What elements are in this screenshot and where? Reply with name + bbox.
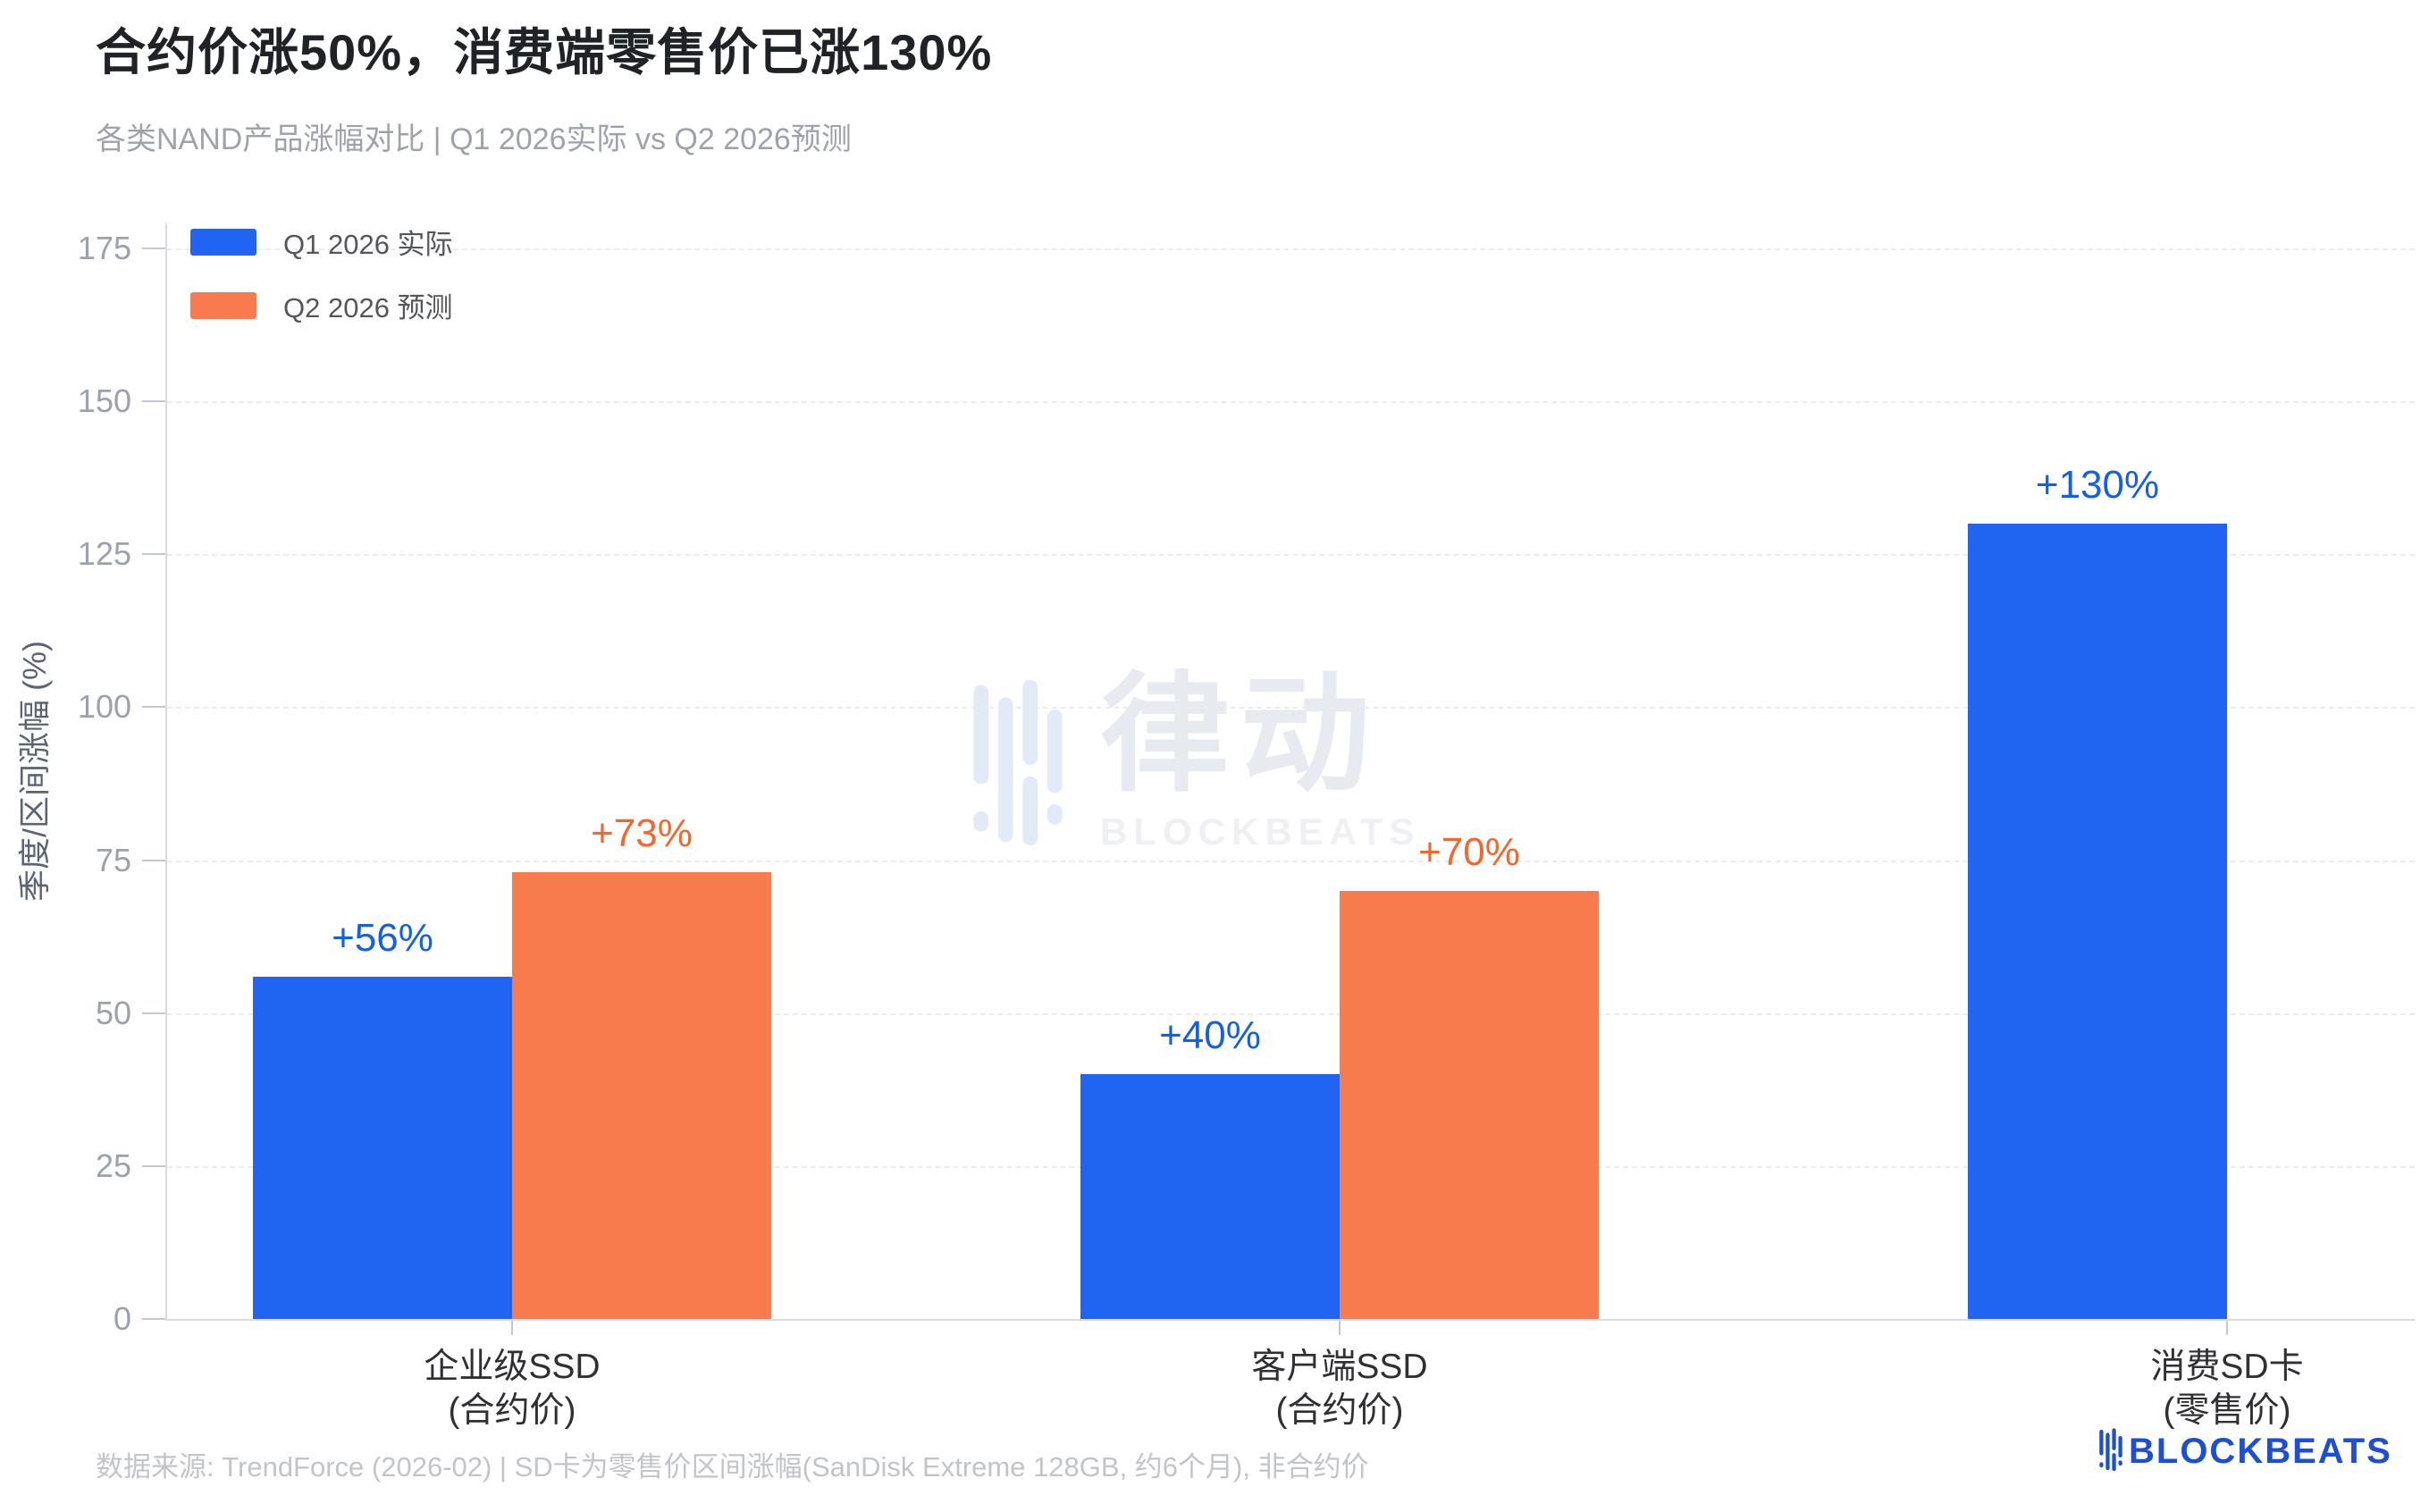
y-tick-0 <box>142 1318 165 1320</box>
legend-swatch-q1 <box>190 228 256 256</box>
y-tick-label-175: 175 <box>77 230 131 266</box>
plot-area: 0 25 50 75 100 125 150 175 企业级SSD (合约价) 客户端SSD (合约价… <box>78 223 2415 1430</box>
y-tick-75 <box>142 859 165 861</box>
category-label-line1: 消费SD卡 <box>2150 1348 2304 1386</box>
bar-value-label-s1-g1: +70% <box>1418 829 1520 874</box>
y-tick-label-50: 50 <box>95 994 131 1031</box>
y-tick-label-150: 150 <box>77 382 131 420</box>
y-tick-50 <box>142 1012 165 1014</box>
y-tick-100 <box>142 706 165 709</box>
blockbeats-logo-icon <box>2098 1428 2123 1475</box>
legend-swatch-q2 <box>190 291 256 319</box>
gridline-50 <box>167 1012 2415 1015</box>
gridline-150 <box>167 401 2415 404</box>
bar-value-label-s0-g1: +40% <box>1159 1013 1261 1058</box>
y-tick-125 <box>142 553 165 556</box>
category-label-line1: 企业级SSD <box>424 1348 601 1386</box>
x-tick-2 <box>2226 1321 2228 1335</box>
blockbeats-logo: BLOCKBEATS <box>2098 1428 2392 1475</box>
gridline-125 <box>167 554 2415 557</box>
bar-s1-g1 <box>1340 890 1599 1319</box>
y-tick-label-25: 25 <box>95 1147 131 1184</box>
y-tick-175 <box>142 248 165 249</box>
category-label-2: 消费SD卡 (零售价) <box>1995 1346 2429 1433</box>
gridline-75 <box>167 860 2415 862</box>
y-tick-label-75: 75 <box>95 841 131 878</box>
category-label-line2: (合约价) <box>448 1390 576 1430</box>
bar-s0-g2 <box>1968 524 2227 1319</box>
source-note: 数据来源: TrendForce (2026-02) | SD卡为零售价区间涨幅… <box>96 1451 1369 1483</box>
gridline-100 <box>167 707 2415 710</box>
category-label-1: 客户端SSD (合约价) <box>1107 1346 1572 1433</box>
legend-label-q2: Q2 2026 预测 <box>283 292 453 323</box>
legend-item-q1: Q1 2026 实际 <box>190 222 453 262</box>
legend-label-q1: Q1 2026 实际 <box>283 229 453 260</box>
bar-value-label-s0-g0: +56% <box>332 915 433 960</box>
y-tick-label-125: 125 <box>77 535 131 573</box>
category-label-line2: (合约价) <box>1275 1390 1404 1430</box>
gridline-175 <box>167 248 2415 250</box>
chart-subtitle: 各类NAND产品涨幅对比 | Q1 2026实际 vs Q2 2026预测 <box>96 122 852 156</box>
x-tick-1 <box>1339 1321 1341 1335</box>
y-tick-150 <box>142 400 165 403</box>
bar-s0-g0 <box>253 976 512 1319</box>
y-tick-label-100: 100 <box>77 688 131 726</box>
x-tick-0 <box>511 1321 513 1335</box>
chart-title: 合约价涨50%，消费端零售价已涨130% <box>96 24 993 80</box>
category-label-0: 企业级SSD (合约价) <box>280 1346 744 1433</box>
category-label-line2: (零售价) <box>2163 1390 2291 1430</box>
bar-s0-g1 <box>1080 1074 1340 1319</box>
legend: Q1 2026 实际 Q2 2026 预测 <box>190 222 453 349</box>
y-tick-label-0: 0 <box>113 1300 131 1337</box>
legend-item-q2: Q2 2026 预测 <box>190 285 453 325</box>
bar-value-label-s1-g0: +73% <box>591 811 693 856</box>
category-label-line1: 客户端SSD <box>1251 1348 1428 1386</box>
bar-value-label-s0-g2: +130% <box>2035 463 2160 508</box>
blockbeats-logo-text: BLOCKBEATS <box>2129 1432 2392 1471</box>
y-tick-25 <box>142 1164 165 1167</box>
bar-s1-g0 <box>512 872 771 1319</box>
